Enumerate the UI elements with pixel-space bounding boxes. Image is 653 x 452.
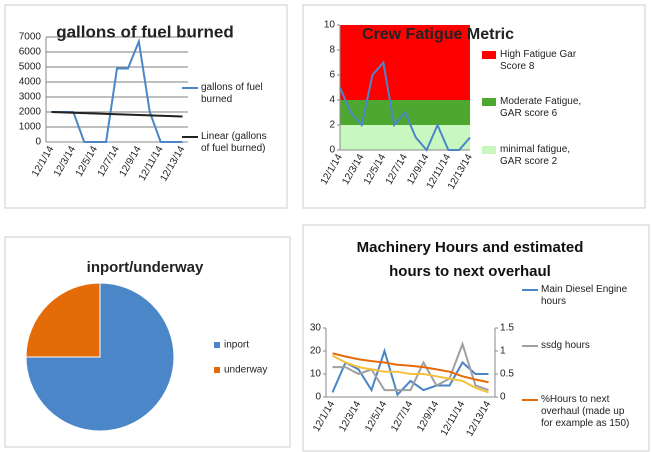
series-line: [331, 347, 489, 397]
chart-title: Machinery Hours and estimated hours to n…: [356, 239, 584, 280]
panel: [4, 4, 288, 209]
y-tick-label: 3000: [19, 92, 42, 103]
series-line: [332, 354, 489, 394]
series-line: [332, 352, 489, 384]
y-tick-label: 5000: [19, 62, 42, 73]
legend-label: High Fatigue Gar Score 8: [500, 49, 577, 72]
y2-tick-label: 0: [500, 392, 506, 403]
y-tick-label: 2: [329, 120, 335, 131]
y-tick-label: 30: [310, 323, 322, 334]
y-tick-label: 2000: [19, 107, 42, 118]
y-tick-label: 4000: [19, 77, 42, 88]
y2-tick-label: 1: [500, 346, 506, 357]
y-tick-label: 10: [310, 369, 322, 380]
legend-label: ssdg hours: [541, 340, 590, 351]
y2-tick-label: 1.5: [500, 323, 514, 334]
y-tick-label: 20: [310, 346, 322, 357]
series-line: [332, 341, 489, 392]
y-tick-label: 0: [315, 392, 321, 403]
legend-label: Main Diesel Engine hours: [541, 284, 628, 307]
y2-tick-label: 0.5: [500, 369, 514, 380]
y-tick-label: 0: [35, 137, 41, 148]
legend-swatch: [482, 98, 496, 106]
stacked-area: [340, 125, 470, 150]
panel: [302, 224, 650, 452]
y-tick-label: 0: [329, 145, 335, 156]
legend-swatch: [482, 146, 496, 154]
y-tick-label: 1000: [19, 122, 42, 133]
legend-swatch: [482, 51, 496, 59]
legend-label: Moderate Fatigue, GAR score 6: [500, 96, 582, 119]
stacked-area: [340, 25, 470, 100]
pie-slice: [25, 282, 175, 432]
legend-label: underway: [224, 365, 267, 376]
series-line: [339, 60, 471, 152]
y-tick-label: 8: [329, 45, 335, 56]
legend-label: Linear (gallons of fuel burned): [201, 131, 267, 154]
y-tick-label: 10: [324, 20, 336, 31]
y-tick-label: 6000: [19, 47, 42, 58]
legend-label: %Hours to next overhaul (made up for exa…: [541, 394, 630, 429]
y-tick-label: 7000: [19, 32, 42, 43]
pie-slice: [25, 282, 101, 358]
legend-label: gallons of fuel burned: [201, 82, 263, 105]
legend-label: inport: [224, 340, 249, 351]
chart-title: gallons of fuel burned: [56, 22, 234, 41]
y-tick-label: 4: [329, 95, 335, 106]
legend-label: minimal fatigue, GAR score 2: [500, 144, 571, 167]
y-tick-label: 6: [329, 70, 335, 81]
chart-title: Crew Fatigue Metric: [362, 26, 514, 43]
series-line: [51, 111, 183, 118]
chart-title: inport/underway: [87, 259, 204, 276]
legend-swatch: [214, 367, 220, 373]
legend-swatch: [214, 342, 220, 348]
